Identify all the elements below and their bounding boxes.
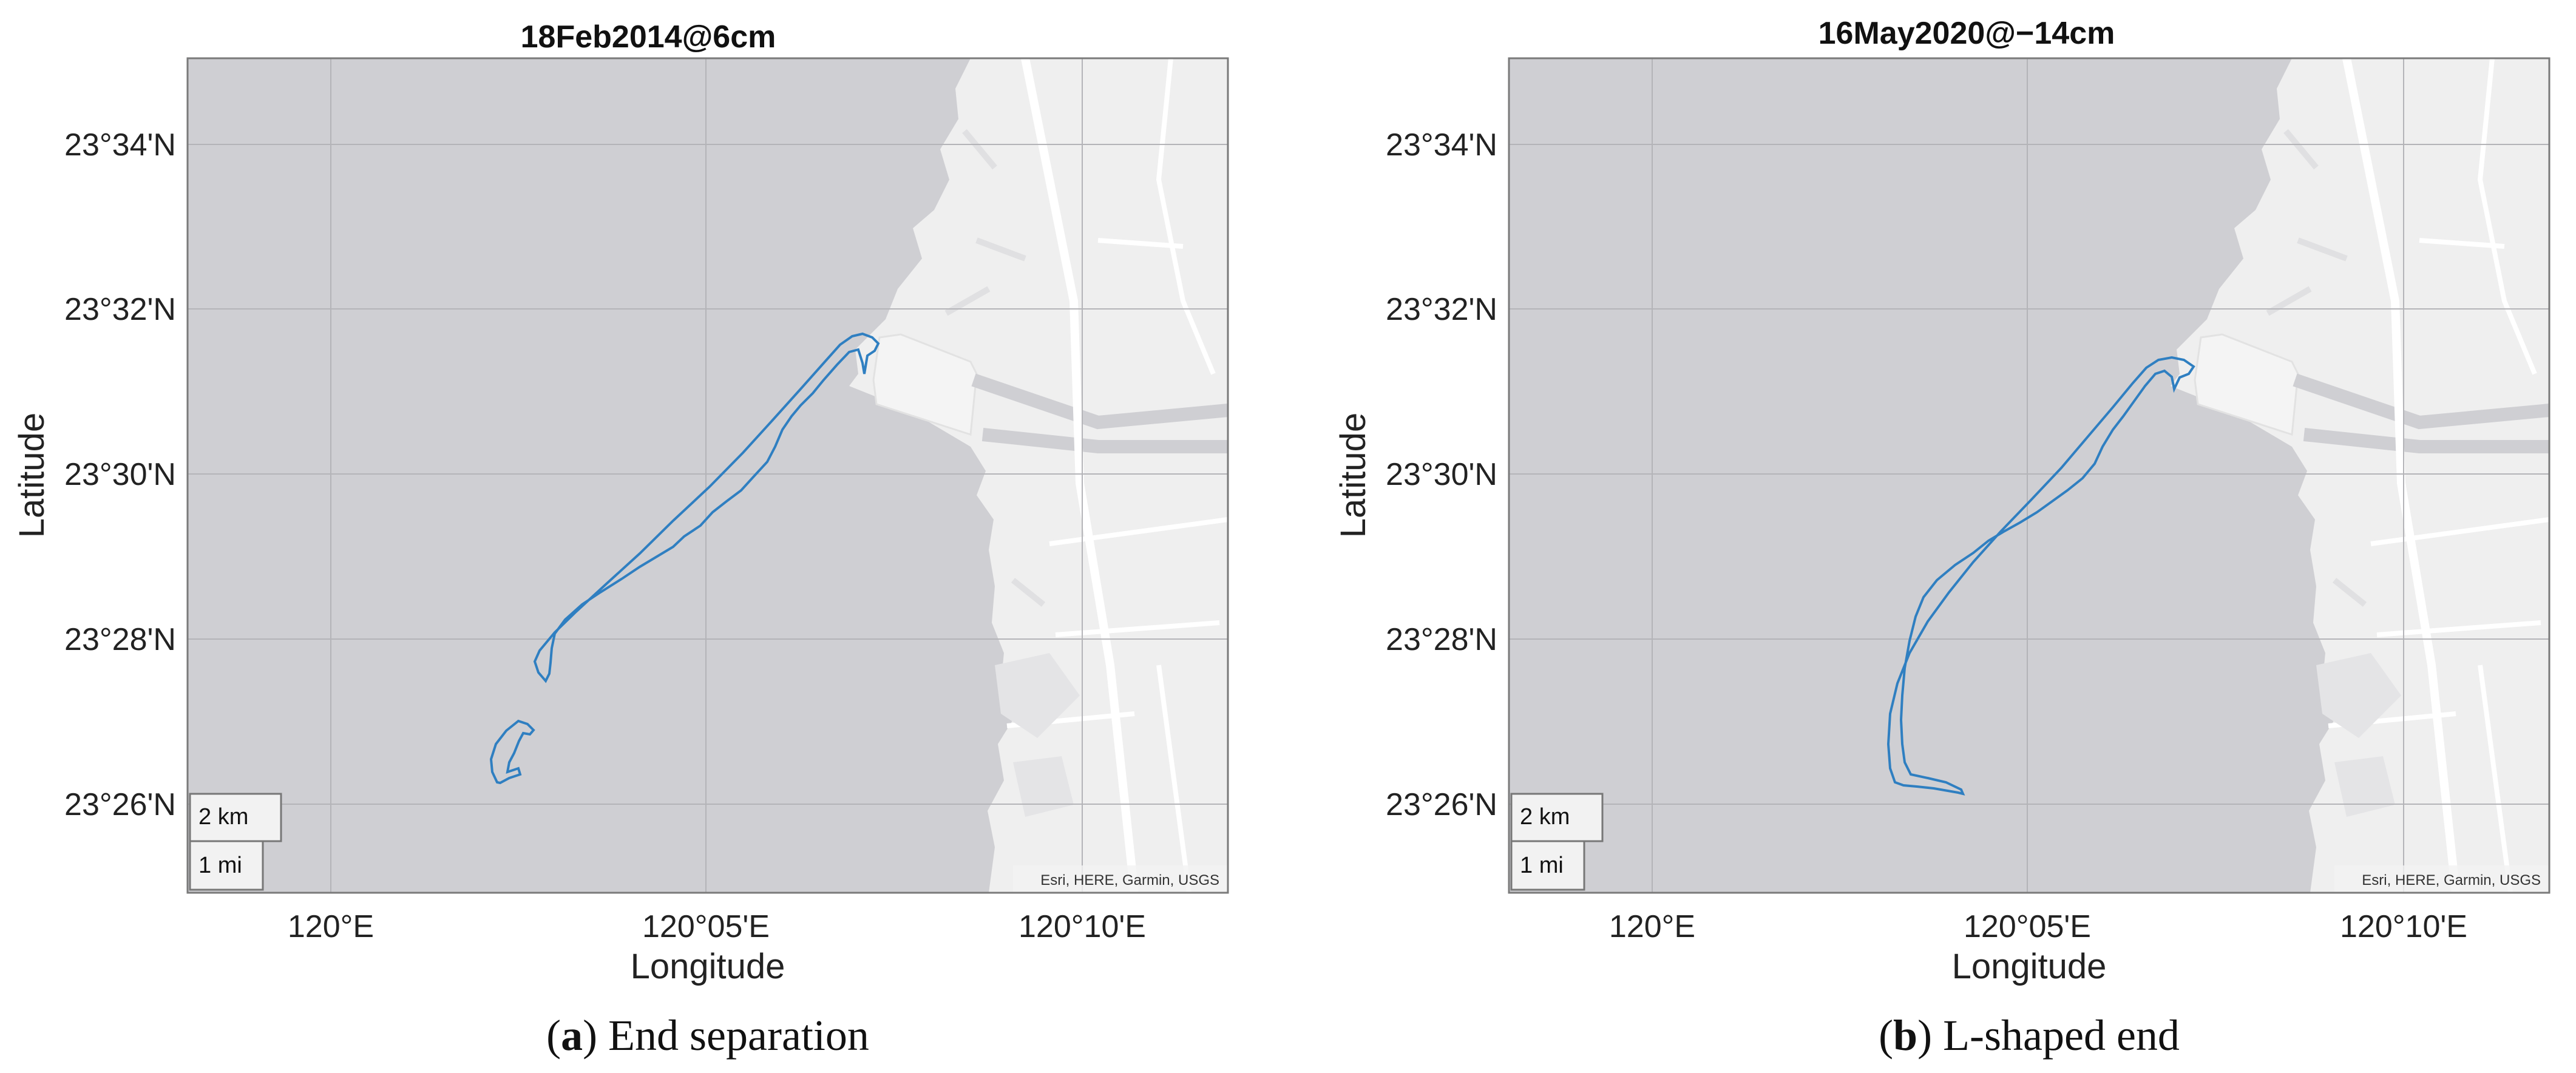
graticule [188,58,1228,893]
caption-text: L-shaped end [1943,1011,2180,1060]
lon-tick: 120°05'E [642,909,770,944]
map-panel-a: 18Feb2014@6cm Esri, HERE, Garmin, USGS [12,19,1228,1060]
caption-letter: a [561,1011,583,1060]
lon-tick: 120°05'E [1964,909,2091,944]
sandbar-outline-separated [489,719,535,785]
graticule [1509,58,2549,893]
scale-km-label: 2 km [1520,804,1570,830]
longitude-ticks: 120°E 120°05'E 120°10'E [288,909,1146,944]
y-axis-label: Latitude [1334,413,1373,538]
panel-caption: (a) End separation [546,1011,869,1060]
y-axis-label: Latitude [12,413,52,538]
lon-tick: 120°10'E [2340,909,2467,944]
map-title: 18Feb2014@6cm [521,19,776,55]
map-attribution: Esri, HERE, Garmin, USGS [2362,872,2541,889]
lat-tick: 23°26'N [1386,787,1497,822]
scale-bar: 2 km 1 mi [189,793,282,891]
lat-tick: 23°34'N [64,127,176,163]
lat-tick: 23°32'N [64,292,176,327]
longitude-ticks: 120°E 120°05'E 120°10'E [1609,909,2467,944]
map-area[interactable]: Esri, HERE, Garmin, USGS 2 km 1 mi [1508,57,2551,894]
caption-letter: b [1893,1011,1917,1060]
scale-km-label: 2 km [198,804,248,830]
map-title: 16May2020@−14cm [1818,16,2115,51]
caption-text: End separation [608,1011,869,1060]
sandbar-outline-main [533,332,880,683]
latitude-ticks: 23°34'N 23°32'N 23°30'N 23°28'N 23°26'N [64,127,176,822]
lat-tick: 23°28'N [64,622,176,657]
x-axis-label: Longitude [1952,947,2107,986]
lat-tick: 23°30'N [1386,457,1497,492]
map-frame [186,57,1229,894]
scale-mi-label: 1 mi [1520,853,1564,878]
latitude-ticks: 23°34'N 23°32'N 23°30'N 23°28'N 23°26'N [1386,127,1497,822]
sandbar-outline-main [1886,356,2195,796]
map-frame [1508,57,2551,894]
panel-caption: (b) L-shaped end [1879,1011,2180,1060]
x-axis-label: Longitude [631,947,785,986]
lon-tick: 120°E [288,909,374,944]
scale-bar: 2 km 1 mi [1510,793,1604,891]
lat-tick: 23°32'N [1386,292,1497,327]
lat-tick: 23°30'N [64,457,176,492]
lat-tick: 23°28'N [1386,622,1497,657]
map-panel-b: 16May2020@−14cm Esri, HERE, Garmin, USGS [1334,16,2549,1060]
map-attribution: Esri, HERE, Garmin, USGS [1040,872,1219,889]
scale-mi-label: 1 mi [198,853,242,878]
lat-tick: 23°26'N [64,787,176,822]
lat-tick: 23°34'N [1386,127,1497,163]
lon-tick: 120°10'E [1019,909,1146,944]
map-area[interactable]: Esri, HERE, Garmin, USGS 2 km 1 mi [186,57,1229,894]
lon-tick: 120°E [1609,909,1695,944]
